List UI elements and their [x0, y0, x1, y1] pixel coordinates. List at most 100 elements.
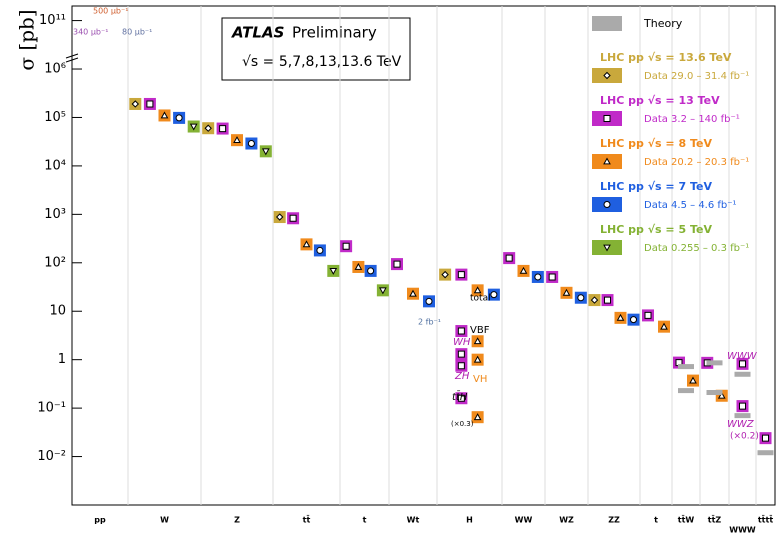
annotation: 500 μb⁻¹	[93, 7, 128, 16]
status: Preliminary	[292, 24, 377, 42]
data-point	[660, 322, 668, 330]
data-point	[739, 360, 746, 368]
data-point	[354, 262, 363, 270]
data-point	[457, 327, 465, 335]
annotation: 2 fb⁻¹	[418, 318, 441, 327]
data-point	[644, 311, 652, 319]
theory-band	[734, 413, 751, 419]
theory-band	[706, 360, 723, 366]
legend-label: LHC pp √s = 5 TeV	[600, 223, 712, 236]
y-tick-label: 10¹¹	[39, 13, 66, 28]
annotation: (×0.3)	[451, 420, 474, 428]
data-point	[275, 213, 284, 221]
data-point	[457, 271, 465, 279]
theory-band	[734, 371, 751, 377]
y-axis-label: σ [pb]	[15, 9, 39, 70]
legend-swatch	[592, 16, 622, 31]
data-point	[457, 394, 465, 402]
x-tick-label: Wt	[407, 516, 420, 525]
axis-break	[65, 53, 79, 63]
theory-band	[706, 390, 723, 396]
y-tick-label: 10²	[44, 255, 66, 270]
data-point	[519, 266, 528, 274]
data-point	[131, 100, 140, 108]
data-point	[739, 402, 746, 410]
annotation: 340 μb⁻¹	[73, 28, 108, 37]
x-tick-label: WW	[515, 516, 533, 525]
y-tick-label: 10⁻²	[37, 449, 66, 464]
legend-marker	[603, 115, 611, 122]
data-point	[473, 337, 482, 345]
x-tick-label: tt̄W	[678, 514, 695, 524]
data-point	[604, 296, 611, 304]
data-point	[616, 313, 625, 321]
y-tick-label: 10	[49, 304, 66, 319]
data-point	[189, 123, 198, 131]
x-tick-label: ZZ	[608, 516, 620, 525]
annotation: total	[470, 294, 491, 304]
data-point	[548, 273, 556, 281]
legend-marker	[603, 244, 611, 252]
data-point	[175, 114, 183, 122]
legend-label: LHC pp √s = 13.6 TeV	[600, 51, 732, 64]
x-tick-label: W	[160, 516, 169, 525]
data-point	[247, 140, 255, 147]
data-point	[204, 124, 212, 132]
data-point	[490, 291, 498, 299]
data-point	[473, 413, 482, 421]
annotation: ZH	[454, 371, 470, 382]
y-tick-label: 10⁶	[44, 62, 66, 77]
data-point	[219, 125, 227, 133]
y-tick-label: 10⁴	[44, 158, 66, 173]
annotation: VH	[473, 374, 487, 385]
legend-data-label: Data 4.5 – 4.6 fb⁻¹	[644, 200, 737, 211]
legend-marker	[603, 157, 611, 165]
x-tick-label: H	[466, 516, 473, 525]
annotation: tt̄H	[452, 390, 468, 403]
legend-label: Theory	[643, 17, 683, 30]
x-tick-label: tt̄Z	[708, 514, 722, 524]
x-tick-label: tt̄tt̄	[758, 514, 773, 524]
x-tick-label: pp	[94, 516, 106, 525]
x-tick-label: WWW	[729, 526, 756, 534]
data-point	[302, 240, 311, 248]
data-point	[689, 376, 697, 384]
annotation: (×0.2)	[730, 432, 759, 442]
experiment: ATLAS	[231, 24, 284, 42]
data-point	[233, 136, 241, 144]
x-tick-label: Z	[234, 516, 240, 525]
legend-label: LHC pp √s = 7 TeV	[600, 180, 712, 193]
theory-band	[678, 388, 694, 394]
legend-label: LHC pp √s = 8 TeV	[600, 137, 712, 150]
data-point	[717, 391, 726, 399]
x-tick-label: tt̄	[303, 514, 311, 524]
annotation: VBF	[470, 325, 490, 336]
data-point	[441, 270, 449, 279]
data-point	[289, 214, 297, 222]
info-box	[221, 17, 411, 81]
legend-data-label: Data 0.255 – 0.3 fb⁻¹	[644, 243, 749, 254]
data-point	[590, 296, 599, 304]
annotation: WH	[453, 337, 471, 348]
y-tick-label: 10³	[44, 207, 66, 222]
data-point	[457, 350, 465, 358]
data-point	[562, 288, 571, 296]
legend-data-label: Data 3.2 – 140 fb⁻¹	[644, 114, 740, 125]
annotation: WWW	[727, 351, 758, 362]
data-point	[505, 254, 513, 262]
data-point	[457, 362, 465, 370]
data-point	[342, 242, 350, 250]
theory-band	[757, 450, 774, 456]
legend-data-label: Data 29.0 – 31.4 fb⁻¹	[644, 71, 749, 82]
data-point	[160, 111, 169, 119]
legend-label: LHC pp √s = 13 TeV	[600, 94, 720, 107]
theory-band	[678, 364, 694, 370]
data-point	[630, 316, 638, 324]
data-point	[534, 273, 542, 281]
legend-marker	[603, 71, 611, 80]
annotation: WWZ	[727, 419, 755, 430]
x-tick-label: t	[363, 516, 367, 525]
data-point	[261, 148, 270, 156]
energies: √s = 5,7,8,13,13.6 TeV	[242, 54, 402, 70]
